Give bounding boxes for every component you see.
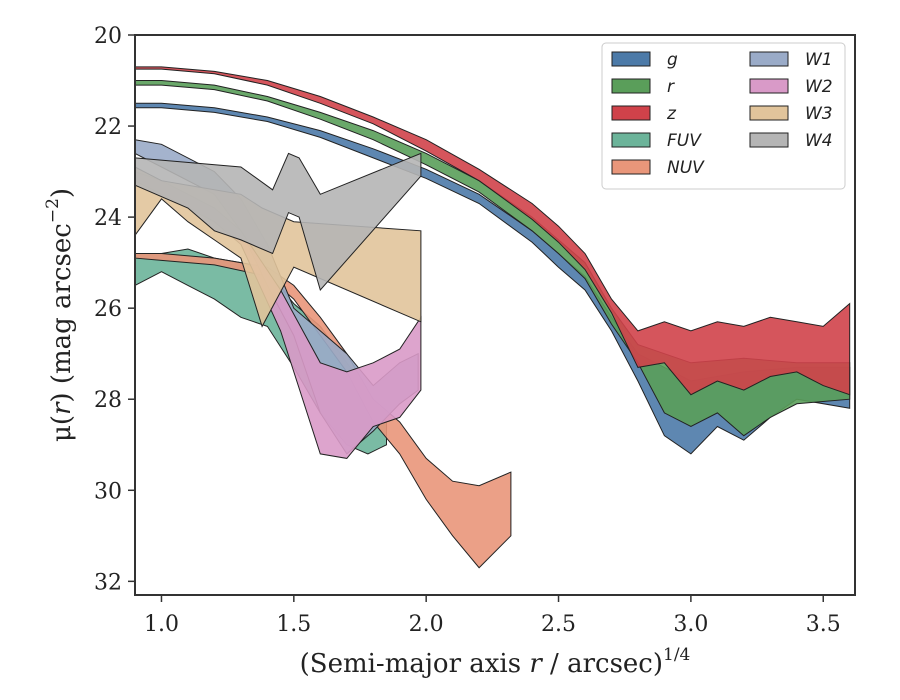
y-tick-label: 30 <box>94 479 122 504</box>
x-axis: 1.0 1.5 2.0 2.5 3.0 3.5 <box>144 595 841 637</box>
legend-label-w3: W3 <box>805 104 833 124</box>
legend-label-w4: W4 <box>805 131 833 151</box>
x-tick-label: 3.5 <box>806 612 841 637</box>
y-tick-label: 24 <box>94 206 122 231</box>
series-band-z <box>134 66 851 396</box>
y-tick-label: 28 <box>94 388 122 413</box>
y-tick-label: 22 <box>94 115 122 140</box>
y-tick-label: 32 <box>94 570 122 595</box>
legend: grz FUV NUV W1 W2 W3 W4 <box>601 42 846 190</box>
series-band-r <box>134 80 851 437</box>
legend-label-z: z <box>666 104 677 124</box>
legend-swatch-z <box>611 105 651 121</box>
legend-swatch-nuv <box>611 159 651 175</box>
legend-swatch-w1 <box>749 51 789 67</box>
x-tick-label: 1.5 <box>276 612 311 637</box>
x-tick-label: 3.0 <box>673 612 708 637</box>
legend-swatch-r <box>611 78 651 94</box>
legend-swatch-w2 <box>749 78 789 94</box>
x-tick-label: 2.0 <box>409 612 444 637</box>
legend-label-fuv: FUV <box>667 131 702 151</box>
x-tick-label: 2.5 <box>541 612 576 637</box>
series-band-w4 <box>134 152 422 292</box>
legend-swatch-w3 <box>749 105 789 121</box>
legend-label-nuv: NUV <box>667 158 705 178</box>
legend-swatch-g <box>611 51 651 67</box>
legend-swatch-fuv <box>611 132 651 148</box>
legend-label-r: r <box>667 77 675 97</box>
legend-label-w2: W2 <box>805 77 833 97</box>
y-axis-label: μ(r) (mag arcsec−2) <box>43 188 77 442</box>
legend-swatch-w4 <box>749 132 789 148</box>
y-tick-label: 26 <box>94 297 122 322</box>
legend-label-g: g <box>667 50 678 70</box>
x-axis-label: (Semi-major axis r / arcsec)1/4 <box>300 645 691 679</box>
legend-label-w1: W1 <box>805 50 833 70</box>
x-tick-label: 1.0 <box>144 612 179 637</box>
y-axis: 20 22 24 26 28 30 32 <box>94 24 135 595</box>
plot-area <box>134 66 851 569</box>
plot-frame <box>134 34 856 596</box>
y-tick-label: 20 <box>94 24 122 49</box>
